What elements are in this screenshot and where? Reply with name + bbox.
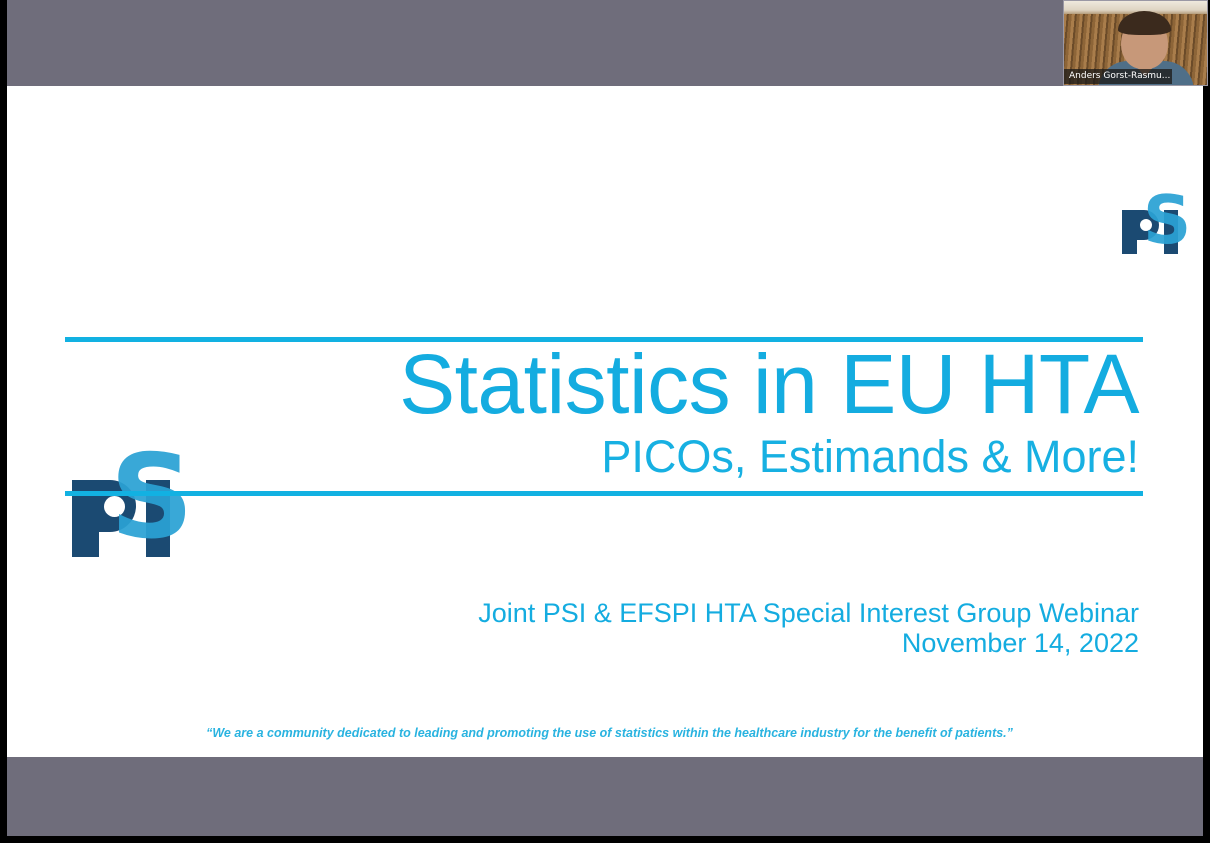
logo-p-counter	[104, 496, 125, 517]
logo-i-bar	[1164, 210, 1178, 254]
organisation-tagline: “We are a community dedicated to leading…	[206, 726, 1013, 740]
participant-name-label: Anders Gorst-Rasmu...	[1064, 69, 1172, 84]
webinar-meta: Joint PSI & EFSPI HTA Special Interest G…	[65, 599, 1139, 658]
psi-logo-corner-icon: S	[1117, 187, 1191, 254]
participant-video-tile[interactable]: Anders Gorst-Rasmu...	[1063, 0, 1208, 86]
logo-s-glyph: S	[110, 430, 194, 565]
logo-p-counter	[1140, 219, 1152, 231]
ceiling-background	[1064, 1, 1207, 14]
meeting-top-bar	[7, 0, 1203, 86]
meeting-bottom-bar	[7, 757, 1203, 836]
webinar-date: November 14, 2022	[901, 628, 1139, 659]
presentation-slide: S S Statistics in EU HTA PICOs, Estimand…	[7, 86, 1203, 757]
logo-s-glyph: S	[1143, 181, 1192, 259]
logo-p-stem	[1122, 210, 1137, 254]
webinar-name: Joint PSI & EFSPI HTA Special Interest G…	[478, 598, 1139, 628]
title-rule-top	[65, 337, 1143, 342]
person-hair	[1118, 11, 1171, 35]
slide-subtitle: PICOs, Estimands & More!	[601, 430, 1139, 482]
title-rule-bottom	[65, 491, 1143, 496]
slide-title: Statistics in EU HTA	[399, 337, 1139, 431]
title-block: Statistics in EU HTA PICOs, Estimands & …	[65, 337, 1143, 482]
